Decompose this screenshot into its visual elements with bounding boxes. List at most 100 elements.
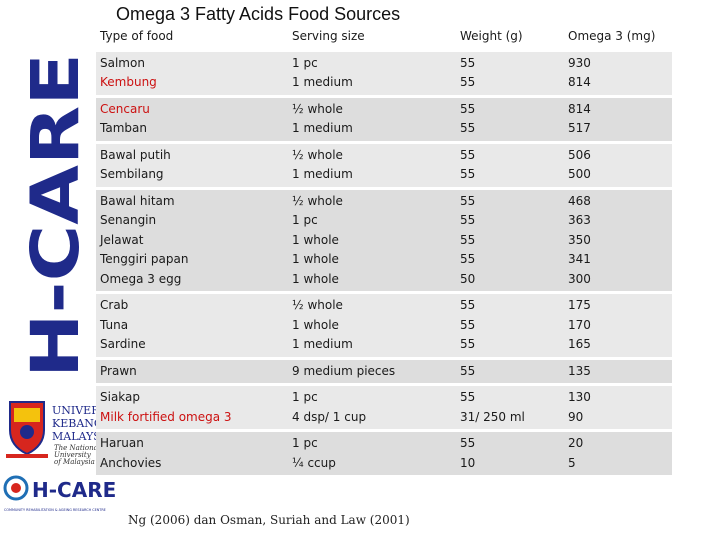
serving-line: 1 whole bbox=[292, 271, 339, 286]
omega-line: 506 bbox=[568, 147, 591, 162]
table-cell-omega: 814 517 bbox=[564, 97, 672, 141]
h-care-vertical-brand: H-CARE bbox=[17, 48, 94, 378]
citation: Ng (2006) dan Osman, Suriah and Law (200… bbox=[128, 513, 410, 527]
h-care-vertical-text: H-CARE bbox=[18, 53, 88, 378]
header-type-of-food: Type of food bbox=[96, 25, 288, 49]
weight-line: 55 bbox=[460, 232, 476, 247]
header-weight: Weight (g) bbox=[456, 25, 564, 49]
omega-line: 300 bbox=[568, 271, 591, 286]
weight-line: 55 bbox=[460, 75, 476, 89]
serving-line: 1 pc bbox=[292, 55, 318, 70]
serving-line: 1 medium bbox=[292, 75, 353, 89]
omega-line: 135 bbox=[568, 363, 591, 378]
weight-line: 55 bbox=[460, 363, 476, 378]
omega-line: 363 bbox=[568, 213, 591, 227]
weight-line: 55 bbox=[460, 193, 476, 208]
table-row: Prawn 9 medium pieces 55 135 bbox=[96, 359, 672, 383]
weight-line: 50 bbox=[460, 271, 476, 286]
table-cell-weight: 55 10 bbox=[456, 432, 564, 475]
food-line: Bawal putih bbox=[100, 147, 171, 162]
food-line: Prawn bbox=[100, 363, 137, 378]
weight-line: 55 bbox=[460, 121, 476, 135]
header-omega3: Omega 3 (mg) bbox=[564, 25, 672, 49]
food-line: Anchovies bbox=[100, 455, 162, 470]
ukm-tagline-line-2: University bbox=[54, 451, 92, 459]
omega-line: 500 bbox=[568, 167, 591, 181]
food-line: Jelawat bbox=[100, 232, 144, 247]
serving-line: 1 whole bbox=[292, 317, 339, 332]
weight-line: 55 bbox=[460, 436, 476, 450]
table-cell-omega: 175 170 165 bbox=[564, 294, 672, 357]
table-cell-serving: 1 pc 4 dsp/ 1 cup bbox=[288, 386, 456, 429]
table-cell-serving: ½ whole 1 pc 1 whole 1 whole 1 whole bbox=[288, 189, 456, 291]
omega-line: 130 bbox=[568, 390, 591, 404]
hcare-logo: H-CARE COMMUNITY REHABILITATION & AGEING… bbox=[2, 472, 132, 514]
omega-line: 341 bbox=[568, 252, 591, 266]
table-cell-omega: 468 363 350 341 300 bbox=[564, 189, 672, 291]
omega3-table: Type of food Serving size Weight (g) Ome… bbox=[96, 22, 672, 478]
food-line: Sembilang bbox=[100, 167, 164, 181]
omega-line: 5 bbox=[568, 455, 576, 470]
table-cell-weight: 55 55 bbox=[456, 97, 564, 141]
food-line: Tuna bbox=[100, 317, 129, 332]
food-line: Bawal hitam bbox=[100, 193, 175, 208]
food-line: Sardine bbox=[100, 337, 146, 351]
table-cell-food: Bawal putih Sembilang bbox=[96, 143, 288, 187]
serving-line: 9 medium pieces bbox=[292, 363, 396, 378]
table-row: Bawal hitam Senangin Jelawat Tenggiri papan… bbox=[96, 189, 672, 291]
table-cell-serving: ½ whole 1 whole 1 medium bbox=[288, 294, 456, 357]
omega-line: 350 bbox=[568, 232, 591, 247]
hcare-emblem-icon bbox=[3, 475, 29, 501]
serving-line: ½ whole bbox=[292, 298, 343, 312]
food-line: Kembung bbox=[100, 75, 157, 89]
ukm-tagline-line-1: The National bbox=[54, 444, 100, 452]
weight-line: 55 bbox=[460, 298, 476, 312]
table-cell-food: Crab Tuna Sardine bbox=[96, 294, 288, 357]
hcare-caption: COMMUNITY REHABILITATION & AGEING RESEAR… bbox=[4, 508, 106, 512]
weight-line: 10 bbox=[460, 455, 476, 470]
food-line: Omega 3 egg bbox=[100, 271, 182, 286]
table-body: Type of food Serving size Weight (g) Ome… bbox=[96, 25, 672, 475]
table-cell-omega: 930 814 bbox=[564, 51, 672, 95]
omega-line: 175 bbox=[568, 298, 591, 312]
table-cell-food: Cencaru Tamban bbox=[96, 97, 288, 141]
table-row: Bawal putih Sembilang ½ whole 1 medium 55 55 5… bbox=[96, 143, 672, 187]
table-cell-serving: ½ whole 1 medium bbox=[288, 97, 456, 141]
table-cell-omega: 506 500 bbox=[564, 143, 672, 187]
weight-line: 55 bbox=[460, 390, 476, 404]
weight-line: 55 bbox=[460, 252, 476, 266]
table-row: Siakap Milk fortified omega 3 1 pc 4 dsp/ 1… bbox=[96, 386, 672, 429]
food-line: Milk fortified omega 3 bbox=[100, 409, 232, 424]
hcare-logo-text: H-CARE bbox=[32, 478, 116, 502]
table-cell-weight: 55 55 55 bbox=[456, 294, 564, 357]
omega-line: 90 bbox=[568, 409, 584, 424]
serving-line: 4 dsp/ 1 cup bbox=[292, 409, 367, 424]
table-row: Crab Tuna Sardine ½ whole 1 whole 1 medium 55 5… bbox=[96, 294, 672, 357]
serving-line: 1 pc bbox=[292, 390, 318, 404]
table-cell-omega: 20 5 bbox=[564, 432, 672, 475]
table-header-row: Type of food Serving size Weight (g) Ome… bbox=[96, 25, 672, 49]
table-cell-serving: 9 medium pieces bbox=[288, 359, 456, 383]
table-cell-food: Siakap Milk fortified omega 3 bbox=[96, 386, 288, 429]
omega-line: 468 bbox=[568, 193, 591, 208]
ukm-tagline-line-3: of Malaysia bbox=[54, 458, 95, 466]
weight-line: 55 bbox=[460, 147, 476, 162]
weight-line: 55 bbox=[460, 317, 476, 332]
serving-line: ½ whole bbox=[292, 147, 343, 162]
omega-line: 517 bbox=[568, 121, 591, 135]
table-cell-omega: 135 bbox=[564, 359, 672, 383]
omega-line: 165 bbox=[568, 337, 591, 351]
serving-line: 1 medium bbox=[292, 337, 353, 351]
omega-line: 170 bbox=[568, 317, 591, 332]
weight-line: 55 bbox=[460, 213, 476, 227]
table-cell-serving: 1 pc 1 medium bbox=[288, 51, 456, 95]
food-line: Salmon bbox=[100, 55, 145, 70]
table-cell-omega: 130 90 bbox=[564, 386, 672, 429]
serving-line: ¼ ccup bbox=[292, 455, 336, 470]
serving-line: 1 medium bbox=[292, 121, 353, 135]
serving-line: 1 whole bbox=[292, 252, 339, 266]
weight-line: 55 bbox=[460, 55, 476, 70]
table-cell-weight: 55 bbox=[456, 359, 564, 383]
weight-line: 55 bbox=[460, 167, 476, 181]
food-line: Senangin bbox=[100, 213, 157, 227]
